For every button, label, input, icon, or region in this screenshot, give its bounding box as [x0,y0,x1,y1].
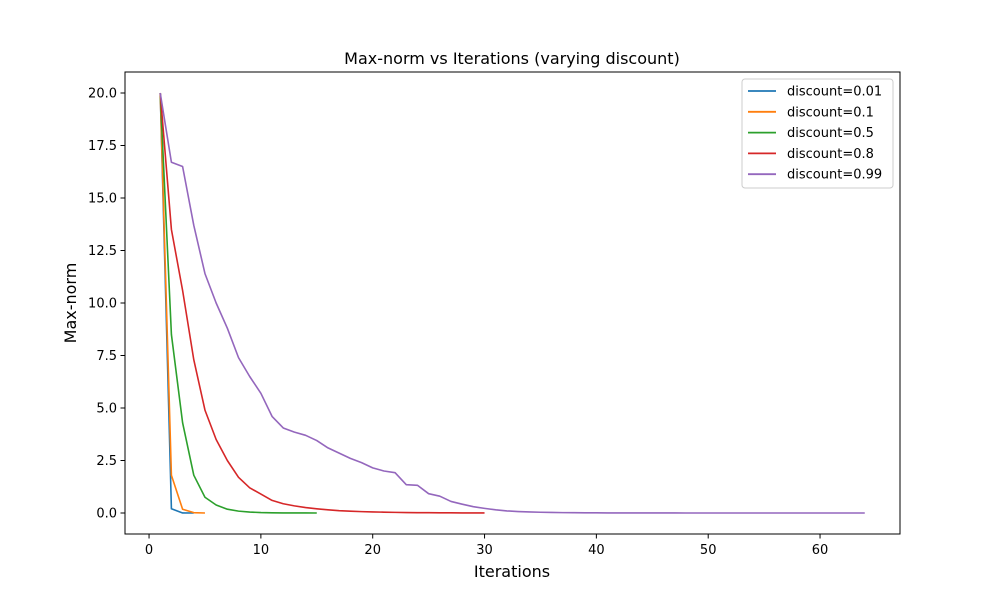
x-axis-ticks: 0 10 20 30 40 50 60 [145,534,828,558]
y-tick-label: 15.0 [88,192,117,207]
chart-title: Max-norm vs Iterations (varying discount… [344,49,680,68]
x-axis-title: Iterations [474,562,550,581]
y-tick-label: 12.5 [88,244,117,259]
series-line [159,92,865,514]
series-line [159,92,485,514]
y-tick-label: 2.5 [96,454,117,469]
y-axis-title: Max-norm [61,263,80,344]
legend-label: discount=0.01 [787,85,882,100]
legend-label: discount=0.5 [787,126,874,141]
x-tick-label: 30 [476,543,493,558]
y-tick-label: 0.0 [96,507,117,522]
legend-label: discount=0.8 [787,147,874,162]
y-tick-label: 20.0 [88,87,117,102]
series-line [159,92,205,514]
legend-label: discount=0.99 [787,168,882,183]
x-tick-label: 40 [588,543,605,558]
y-tick-label: 7.5 [96,349,117,364]
legend-entries: discount=0.01 discount=0.1 discount=0.5 dis… [748,85,882,183]
legend-label: discount=0.1 [787,105,874,120]
plot-frame [124,71,901,535]
x-tick-label: 10 [253,543,270,558]
legend-box [741,78,894,189]
x-tick-label: 20 [364,543,381,558]
y-axis-ticks: 0.0 2.5 5.0 7.5 10.0 12.5 15.0 17.5 20.0 [88,87,125,522]
x-tick-label: 0 [145,543,153,558]
x-tick-label: 60 [812,543,829,558]
legend: discount=0.01 discount=0.1 discount=0.5 dis… [741,78,894,189]
series-line [159,92,317,514]
y-tick-label: 17.5 [88,139,117,154]
x-tick-label: 50 [700,543,717,558]
y-tick-label: 5.0 [96,402,117,417]
plot-series-group [159,92,865,514]
y-tick-label: 10.0 [88,297,117,312]
